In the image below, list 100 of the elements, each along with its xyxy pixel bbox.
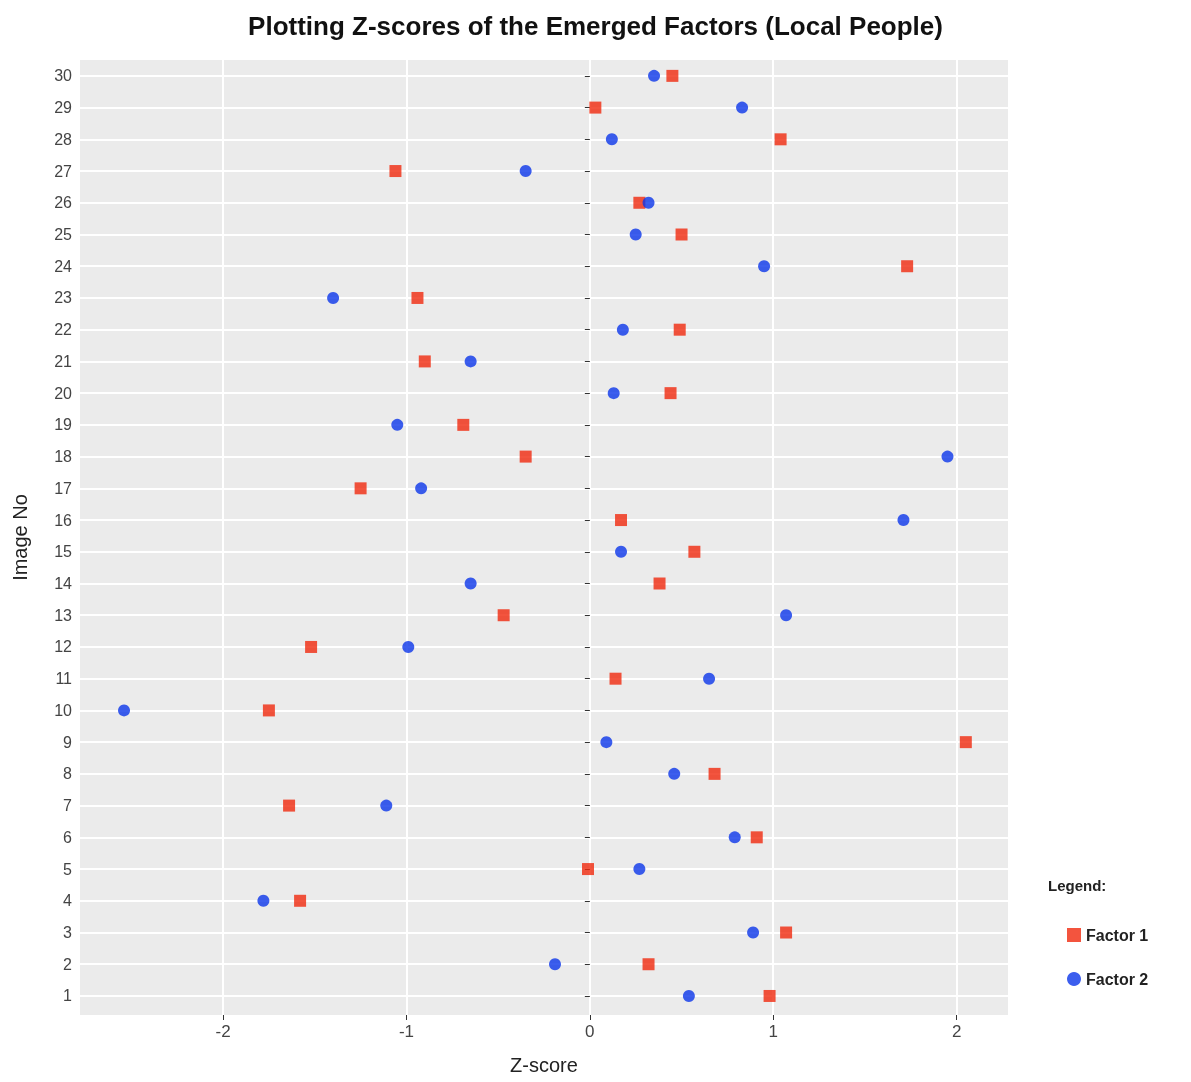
x-tick-label: -1 (398, 1022, 415, 1041)
y-tick-label: 21 (54, 352, 73, 370)
y-tick-label: 9 (63, 733, 73, 751)
x-tick-label: -2 (215, 1022, 231, 1041)
point (780, 609, 793, 622)
y-tick-label: 5 (63, 860, 73, 878)
y-tick-label: 3 (63, 924, 73, 942)
y-tick-label: 14 (54, 575, 73, 593)
point (549, 958, 561, 971)
point (780, 926, 793, 939)
y-tick-label: 26 (54, 194, 73, 212)
y-tick-label: 2 (63, 955, 73, 973)
point (682, 989, 695, 1002)
legend-label: Factor 2 (1086, 970, 1149, 988)
point (582, 863, 595, 876)
point (750, 831, 763, 844)
point (642, 196, 655, 209)
y-tick-label: 11 (55, 670, 73, 688)
x-tick-label: 0 (585, 1022, 595, 1041)
y-tick-label: 18 (54, 448, 73, 466)
point (118, 704, 131, 717)
point (497, 609, 510, 622)
point (774, 133, 787, 146)
point (380, 799, 393, 812)
point (901, 260, 914, 273)
point (294, 894, 307, 907)
point (897, 514, 910, 527)
point (519, 450, 532, 463)
point (605, 133, 618, 146)
y-tick-label: 4 (63, 892, 73, 910)
point (747, 926, 760, 939)
point (389, 165, 402, 178)
point (519, 165, 532, 178)
point (609, 672, 622, 685)
point (653, 577, 666, 590)
y-tick-label: 27 (54, 162, 73, 180)
point (402, 640, 415, 653)
point (354, 482, 367, 495)
y-tick-label: 16 (54, 511, 73, 529)
y-tick-label: 30 (54, 67, 73, 85)
y-tick-label: 28 (54, 130, 73, 148)
point (758, 260, 771, 273)
point (327, 291, 340, 304)
point (457, 418, 470, 431)
point (664, 387, 677, 400)
y-tick-label: 20 (54, 384, 73, 402)
point (673, 323, 686, 336)
y-tick-label: 13 (54, 606, 73, 624)
point (675, 228, 688, 241)
point (257, 894, 270, 907)
chart-title: Plotting Z-scores of the Emerged Factors (Local People) (248, 11, 943, 41)
point (728, 831, 741, 844)
point (411, 291, 424, 304)
point (633, 863, 646, 876)
point (629, 228, 642, 241)
legend-label: Factor 1 (1086, 926, 1149, 944)
point (600, 736, 613, 749)
y-tick-label: 19 (54, 416, 73, 434)
y-tick-label: 10 (54, 701, 73, 719)
y-tick-label: 25 (54, 226, 73, 243)
y-tick-label: 23 (54, 289, 73, 307)
x-tick-label: 2 (951, 1022, 962, 1041)
legend-title: Legend: (1048, 877, 1107, 894)
y-tick-label: 24 (54, 257, 73, 275)
point (464, 355, 477, 368)
point (415, 482, 428, 495)
point (703, 672, 716, 685)
y-tick-label: 12 (54, 638, 73, 656)
y-tick-label: 6 (63, 828, 73, 846)
y-tick-label: 15 (54, 543, 73, 561)
point (283, 799, 296, 812)
point (616, 323, 629, 336)
y-tick-label: 1 (63, 987, 73, 1005)
point (941, 450, 954, 463)
y-tick-label: 8 (63, 765, 73, 783)
point (668, 767, 681, 780)
point (418, 355, 431, 368)
point (642, 958, 655, 971)
point (763, 989, 776, 1002)
point (589, 101, 602, 114)
point (464, 577, 477, 590)
point (391, 418, 404, 431)
y-tick-label: 29 (54, 99, 73, 117)
point (607, 387, 620, 400)
point (305, 640, 318, 653)
x-tick-label: 1 (768, 1022, 778, 1041)
point (666, 69, 679, 82)
y-tick-label: 17 (54, 479, 73, 497)
point (262, 704, 275, 717)
point (959, 736, 972, 749)
y-axis-title: Image No (9, 494, 31, 581)
point (648, 69, 661, 82)
y-tick-label: 7 (63, 797, 73, 815)
point (708, 767, 721, 780)
point (615, 514, 628, 527)
point (688, 545, 701, 558)
y-tick-label: 22 (54, 321, 73, 339)
point (615, 545, 628, 558)
x-axis-title: Z-score (510, 1054, 578, 1076)
point (736, 101, 749, 114)
